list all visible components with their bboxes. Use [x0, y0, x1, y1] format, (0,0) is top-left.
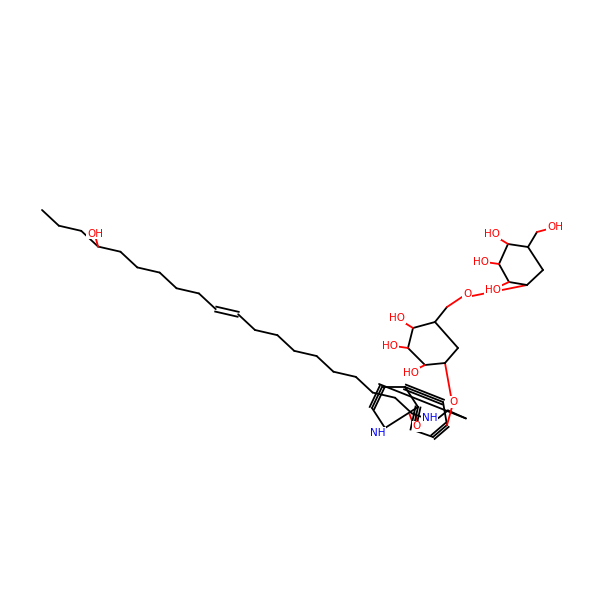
Text: OH: OH [547, 222, 563, 232]
Text: OH: OH [87, 229, 103, 239]
Text: HO: HO [473, 257, 489, 267]
Text: HO: HO [382, 341, 398, 351]
Text: NH: NH [422, 413, 437, 424]
Text: NH: NH [370, 428, 386, 438]
Text: O: O [450, 397, 458, 407]
Text: HO: HO [484, 229, 500, 239]
Text: O: O [413, 421, 421, 431]
Text: HO: HO [403, 368, 419, 378]
Text: HO: HO [389, 313, 405, 323]
Text: O: O [463, 289, 471, 299]
Text: HO: HO [485, 285, 501, 295]
